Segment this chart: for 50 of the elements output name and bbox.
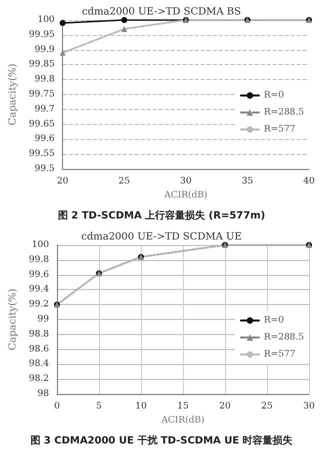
y-tick-label: 99.2 bbox=[28, 300, 49, 310]
legend-label: R=0 bbox=[264, 90, 284, 100]
caption: 图 2 TD-SCDMA 上行容量损失 (R=577m) bbox=[58, 210, 266, 222]
legend-label: R=288.5 bbox=[264, 108, 304, 118]
x-tick-label: 25 bbox=[261, 402, 273, 412]
x-tick-label: 20 bbox=[219, 402, 231, 412]
y-tick-label: 99.8 bbox=[34, 74, 55, 85]
x-tick-label: 5 bbox=[96, 402, 102, 412]
x-tick-label: 20 bbox=[56, 176, 69, 186]
legend-label: R=0 bbox=[264, 316, 284, 326]
y-tick-label: 99.95 bbox=[28, 30, 55, 40]
caption: 图 3 CDMA2000 UE 干扰 TD-SCDMA UE 时容量损失 bbox=[30, 434, 294, 446]
y-tick-label: 98 bbox=[37, 389, 50, 399]
y-tick-label: 99.5 bbox=[34, 164, 55, 174]
x-tick-label: 40 bbox=[303, 176, 315, 186]
y-tick-label: 99.7 bbox=[34, 104, 55, 114]
y-tick-label: 99.6 bbox=[34, 134, 55, 144]
y-tick-label: 98.8 bbox=[28, 329, 50, 340]
y-tick-label: 99.6 bbox=[28, 270, 50, 280]
y-tick-label: 99.9 bbox=[34, 44, 55, 55]
y-tick-label: 100 bbox=[32, 240, 50, 250]
legend-label: R=577 bbox=[264, 124, 296, 134]
y-tick-label: 98.6 bbox=[28, 344, 50, 354]
x-tick-label: 10 bbox=[135, 402, 147, 412]
x-tick-label: 30 bbox=[180, 176, 192, 186]
x-axis-title: ACIR(dB) bbox=[160, 415, 205, 426]
y-tick-label: 99.85 bbox=[28, 60, 55, 70]
legend-label: R=577 bbox=[264, 350, 296, 360]
y-tick-label: 99.65 bbox=[28, 119, 55, 130]
x-tick-label: 25 bbox=[118, 176, 130, 186]
y-tick-label: 98.2 bbox=[28, 374, 49, 384]
point bbox=[121, 17, 128, 23]
x-tick-label: 0 bbox=[54, 402, 60, 412]
y-axis-title: Capacity(%) bbox=[8, 288, 18, 350]
y-tick-label: 99.8 bbox=[28, 254, 50, 265]
x-tick-label: 35 bbox=[242, 176, 254, 186]
y-tick-label: 99.55 bbox=[28, 149, 55, 160]
y-tick-label: 98.4 bbox=[28, 359, 50, 370]
chart-title: cdma2000 UE->TD SCDMA UE bbox=[81, 232, 242, 242]
point bbox=[60, 20, 66, 26]
y-tick-label: 99.75 bbox=[28, 90, 55, 100]
y-tick-label: 100 bbox=[37, 15, 55, 25]
y-tick-label: 99 bbox=[37, 314, 50, 324]
x-tick-label: 30 bbox=[303, 402, 315, 412]
x-tick-label: 15 bbox=[177, 402, 189, 412]
y-axis-title: Capacity(%) bbox=[8, 64, 18, 126]
y-tick-label: 99.4 bbox=[28, 284, 50, 295]
x-axis-title: ACIR(dB) bbox=[163, 190, 208, 200]
legend-label: R=288.5 bbox=[264, 332, 304, 342]
chart-title: cdma2000 UE->TD SCDMA BS bbox=[82, 6, 242, 18]
